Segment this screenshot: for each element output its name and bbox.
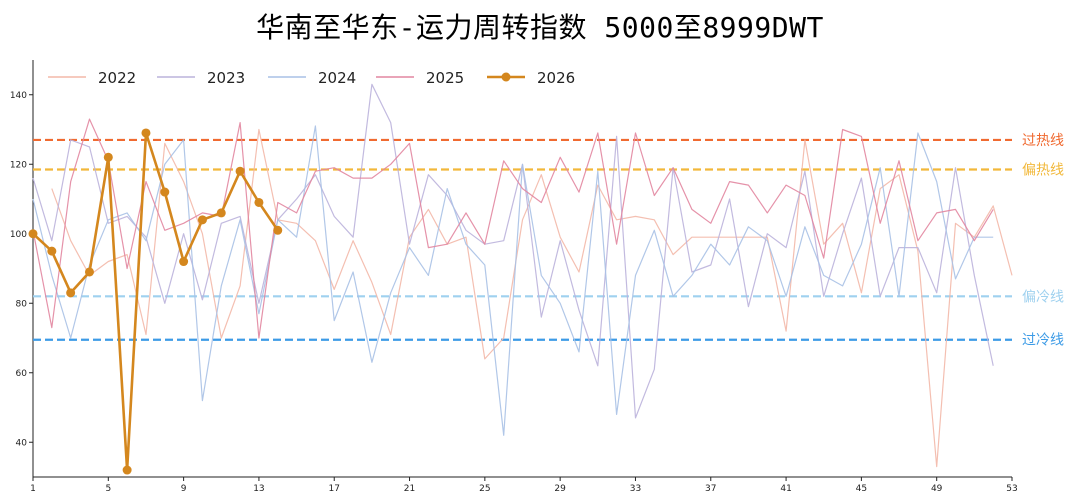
x-tick-label: 49 <box>931 484 943 494</box>
y-tick-label: 40 <box>16 438 28 448</box>
data-point-2026 <box>103 152 113 162</box>
x-tick-label: 9 <box>181 484 187 494</box>
legend-marker <box>501 72 511 82</box>
x-tick-label: 41 <box>780 484 791 494</box>
data-point-2026 <box>235 166 245 176</box>
y-tick-label: 100 <box>10 230 27 240</box>
series-line-2025 <box>32 118 994 339</box>
data-point-2026 <box>84 267 94 277</box>
series-line-2022 <box>51 128 1013 468</box>
axes: 40 60 80 100 120 140 1 5 9 13 17 21 25 29 33 37 41 45 49 53 <box>10 60 1018 494</box>
legend: 2022 2023 2024 2025 2026 <box>48 69 575 87</box>
legend-label: 2022 <box>98 69 136 87</box>
reference-line-label: 偏热线 <box>1022 162 1064 178</box>
y-tick-label: 120 <box>10 160 27 170</box>
x-tick-label: 37 <box>705 484 716 494</box>
data-point-2026 <box>160 187 170 197</box>
data-point-2026 <box>122 465 132 475</box>
data-point-2026 <box>197 215 207 225</box>
data-point-2026 <box>66 288 76 298</box>
reference-line-label: 偏冷线 <box>1022 289 1064 305</box>
series-line-2026 <box>32 131 279 472</box>
legend-label: 2025 <box>426 69 464 87</box>
data-point-2026 <box>179 257 189 267</box>
reference-line-label: 过热线 <box>1022 133 1064 149</box>
data-series <box>28 83 1013 475</box>
y-tick-label: 80 <box>16 299 28 309</box>
x-tick-label: 21 <box>404 484 415 494</box>
legend-label: 2023 <box>207 69 245 87</box>
legend-label: 2026 <box>537 69 575 87</box>
series-line-2024 <box>32 125 994 436</box>
data-point-2026 <box>141 128 151 138</box>
y-tick-label: 60 <box>16 369 28 379</box>
x-tick-label: 17 <box>329 484 340 494</box>
data-point-2026 <box>216 208 226 218</box>
x-tick-label: 33 <box>630 484 641 494</box>
x-tick-label: 53 <box>1006 484 1017 494</box>
series-line-2023 <box>32 83 994 419</box>
reference-line-label: 过冷线 <box>1022 333 1064 349</box>
data-point-2026 <box>254 197 264 207</box>
data-point-2026 <box>47 246 57 256</box>
y-tick-label: 140 <box>10 91 27 101</box>
x-tick-label: 25 <box>479 484 490 494</box>
chart-title: 华南至华东-运力周转指数 5000至8999DWT <box>256 11 824 44</box>
x-tick-label: 1 <box>30 484 36 494</box>
x-tick-label: 13 <box>253 484 264 494</box>
x-tick-label: 29 <box>554 484 566 494</box>
legend-label: 2024 <box>318 69 356 87</box>
data-point-2026 <box>28 229 38 239</box>
data-point-2026 <box>273 225 283 235</box>
x-tick-label: 5 <box>105 484 111 494</box>
x-tick-label: 45 <box>856 484 867 494</box>
